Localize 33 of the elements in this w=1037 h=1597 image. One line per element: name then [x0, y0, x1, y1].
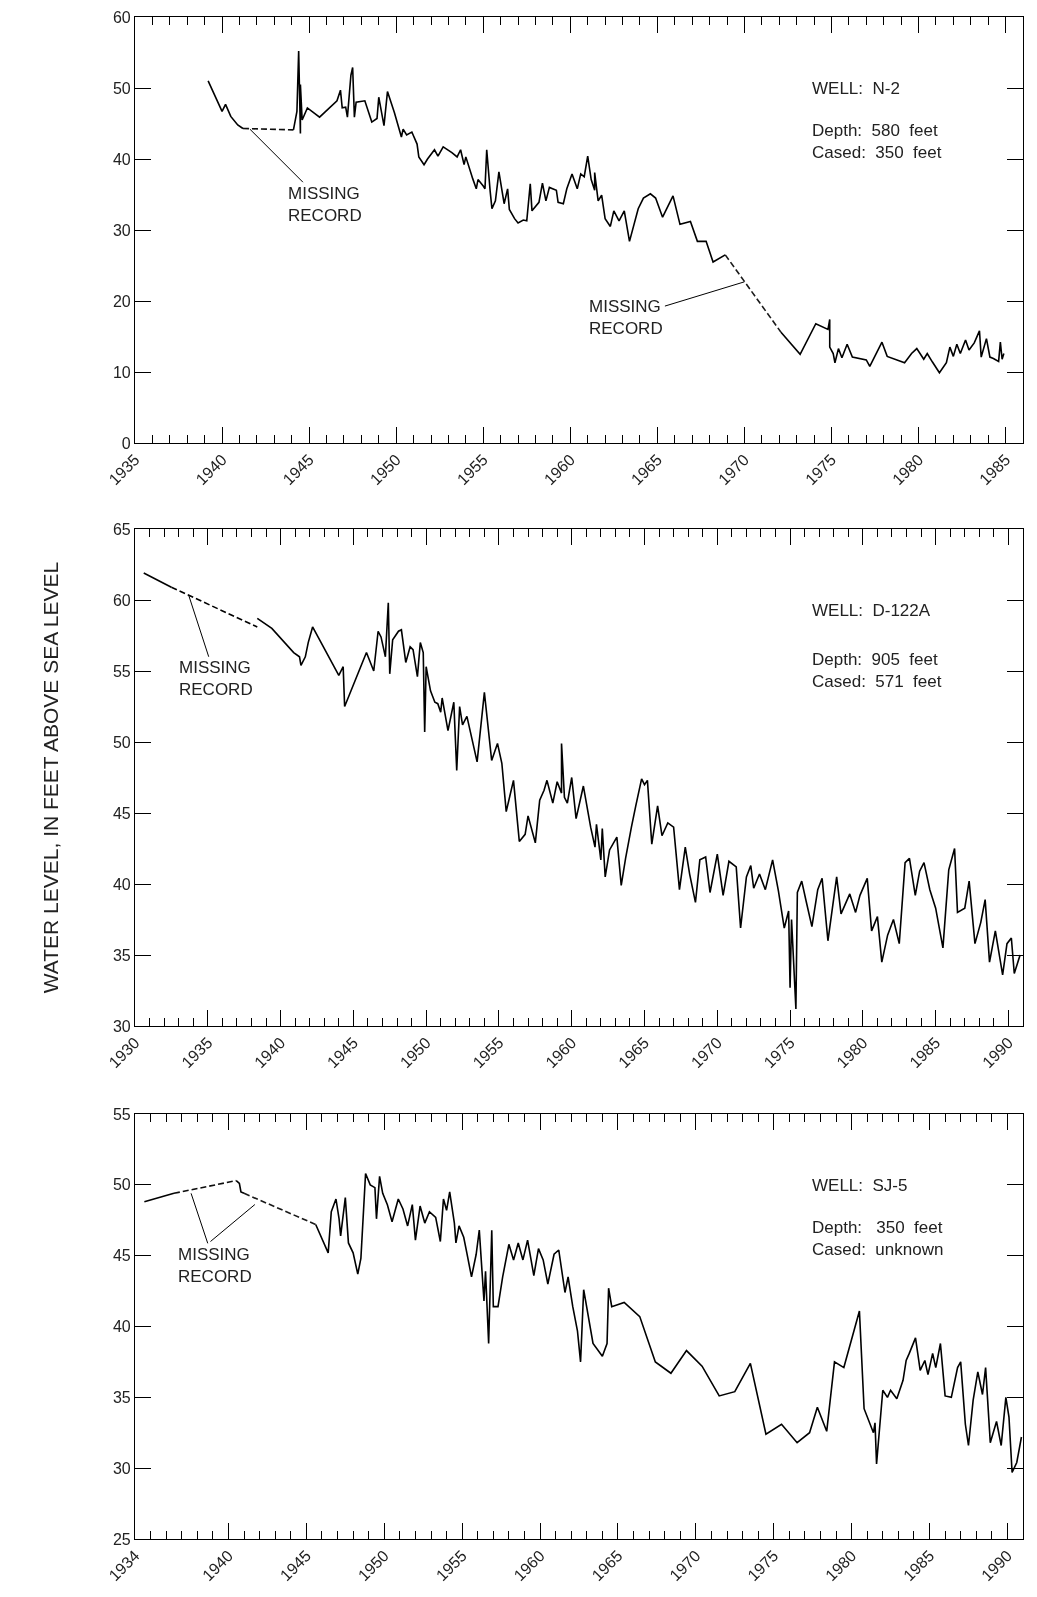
y-tick-label: 55	[112, 662, 131, 680]
y-tick-label: 0	[121, 434, 131, 452]
y-tick-label: 20	[112, 292, 131, 310]
y-tick-label: 25	[112, 1530, 131, 1548]
annotation: MISSING RECORD	[288, 184, 362, 226]
y-tick-label: 40	[112, 875, 131, 893]
y-tick-label: 30	[112, 221, 131, 239]
y-tick-label: 40	[112, 150, 131, 168]
y-tick-label: 65	[112, 520, 131, 538]
y-tick-label: 35	[112, 946, 131, 964]
annotation: MISSING RECORD	[178, 1245, 252, 1287]
y-tick-label: 10	[112, 363, 131, 381]
y-tick-label: 45	[112, 804, 131, 822]
y-tick-label: 50	[112, 1176, 131, 1194]
y-tick-label: 50	[112, 733, 131, 751]
annotation: Depth: 905 feet Cased: 571 feet	[812, 650, 942, 692]
y-tick-label: 50	[112, 79, 131, 97]
y-tick-label: 30	[112, 1017, 131, 1035]
y-tick-label: 60	[112, 8, 131, 26]
annotation: Depth: 580 feet Cased: 350 feet	[812, 121, 942, 163]
annotation: WELL: N-2	[812, 79, 900, 98]
y-tick-label: 45	[112, 1247, 131, 1265]
annotation: Depth: 350 feet Cased: unknown	[812, 1218, 944, 1260]
y-tick-label: 30	[112, 1459, 131, 1477]
y-tick-label: 40	[112, 1318, 131, 1336]
annotation: WELL: D-122A	[812, 601, 931, 620]
y-tick-label: 60	[112, 591, 131, 609]
y-tick-label: 35	[112, 1388, 131, 1406]
annotation: MISSING RECORD	[589, 297, 663, 339]
y-tick-label: 55	[112, 1105, 131, 1123]
y-axis-title: WATER LEVEL, IN FEET ABOVE SEA LEVEL	[39, 561, 63, 994]
annotation: MISSING RECORD	[179, 658, 253, 700]
annotation: WELL: SJ-5	[812, 1176, 908, 1195]
